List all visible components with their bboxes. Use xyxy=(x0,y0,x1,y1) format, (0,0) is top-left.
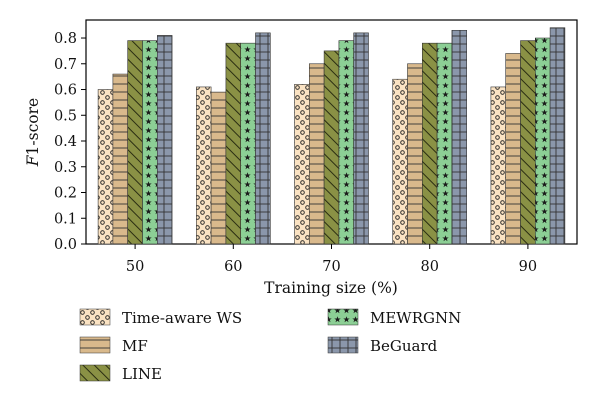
y-tick-label: 0.6 xyxy=(54,83,77,99)
x-tick-label: 60 xyxy=(224,259,242,275)
y-tick-label: 0.2 xyxy=(54,186,77,202)
bar-time-aware-ws-90 xyxy=(490,86,506,245)
legend-swatch xyxy=(327,308,359,326)
x-axis-title: Training size (%) xyxy=(264,279,398,297)
x-tick-label: 80 xyxy=(420,259,438,275)
bar-beguard-60 xyxy=(255,32,271,245)
bar-mewrgnn-80 xyxy=(436,42,453,245)
bar-line-80 xyxy=(421,42,438,245)
x-tick-label: 70 xyxy=(322,259,340,275)
bar-mf-60 xyxy=(210,91,227,245)
legend-item-line: LINE xyxy=(79,364,162,383)
legend-label: Time-aware WS xyxy=(122,309,242,327)
bar-beguard-70 xyxy=(353,32,369,245)
legend-label: MEWRGNN xyxy=(370,309,461,327)
y-tick-label: 0.8 xyxy=(54,31,77,47)
legend-swatch xyxy=(327,336,359,354)
y-tick-label: 0.5 xyxy=(54,108,77,124)
bar-mf-70 xyxy=(308,63,325,245)
bar-mewrgnn-90 xyxy=(534,37,551,245)
bar-time-aware-ws-60 xyxy=(196,86,212,245)
legend-swatch xyxy=(79,308,111,326)
bar-mf-80 xyxy=(407,63,423,245)
bar-line-50 xyxy=(127,40,143,245)
legend-label: MF xyxy=(122,337,148,355)
y-tick-label: 0.7 xyxy=(54,57,77,73)
legend-swatch xyxy=(79,364,111,382)
y-axis: 0.0 0.1 0.2 0.3 0.4 0.5 0.6 0.7 0.8 xyxy=(54,31,86,253)
y-tick-label: 0.1 xyxy=(54,211,77,227)
bar-beguard-90 xyxy=(549,27,566,245)
bar-mf-50 xyxy=(112,73,129,245)
legend-item-mf: MF xyxy=(79,336,148,355)
x-axis: 50 60 70 80 90 xyxy=(126,244,537,275)
y-tick-label: 0.4 xyxy=(54,134,77,150)
legend-item-time-aware-ws: Time-aware WS xyxy=(79,308,242,327)
legend-label: BeGuard xyxy=(370,337,438,355)
x-tick-label: 90 xyxy=(519,259,537,275)
bar-mewrgnn-60 xyxy=(240,42,256,245)
x-tick-label: 50 xyxy=(126,259,144,275)
y-axis-title: F1-score xyxy=(24,98,42,167)
legend: Time-aware WS MF LINE MEWRGNN BeGuard xyxy=(79,308,461,383)
bar-mewrgnn-50 xyxy=(142,40,158,245)
bar-beguard-50 xyxy=(157,35,173,245)
y-axis-title-italic: F xyxy=(24,154,42,167)
y-axis-title-rest: 1-score xyxy=(24,98,42,156)
bar-time-aware-ws-70 xyxy=(294,84,310,245)
y-tick-label: 0.3 xyxy=(54,160,77,176)
bar-mewrgnn-70 xyxy=(338,40,354,245)
bar-beguard-80 xyxy=(451,29,467,245)
bar-time-aware-ws-80 xyxy=(392,78,408,245)
bar-line-60 xyxy=(225,42,241,245)
legend-swatch xyxy=(79,336,111,354)
legend-label: LINE xyxy=(122,365,162,383)
y-tick-label: 0.0 xyxy=(54,237,77,253)
legend-item-mewrgnn: MEWRGNN xyxy=(327,308,461,327)
bar-line-90 xyxy=(520,40,536,245)
bars-layer xyxy=(97,27,566,245)
bar-time-aware-ws-50 xyxy=(97,89,114,245)
bar-line-70 xyxy=(323,50,340,245)
legend-item-beguard: BeGuard xyxy=(327,336,438,355)
bar-mf-90 xyxy=(505,53,521,245)
